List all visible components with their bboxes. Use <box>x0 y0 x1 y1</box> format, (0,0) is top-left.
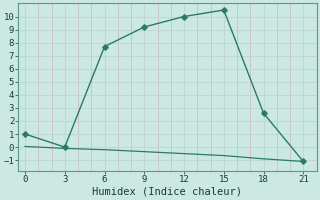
X-axis label: Humidex (Indice chaleur): Humidex (Indice chaleur) <box>92 187 243 197</box>
